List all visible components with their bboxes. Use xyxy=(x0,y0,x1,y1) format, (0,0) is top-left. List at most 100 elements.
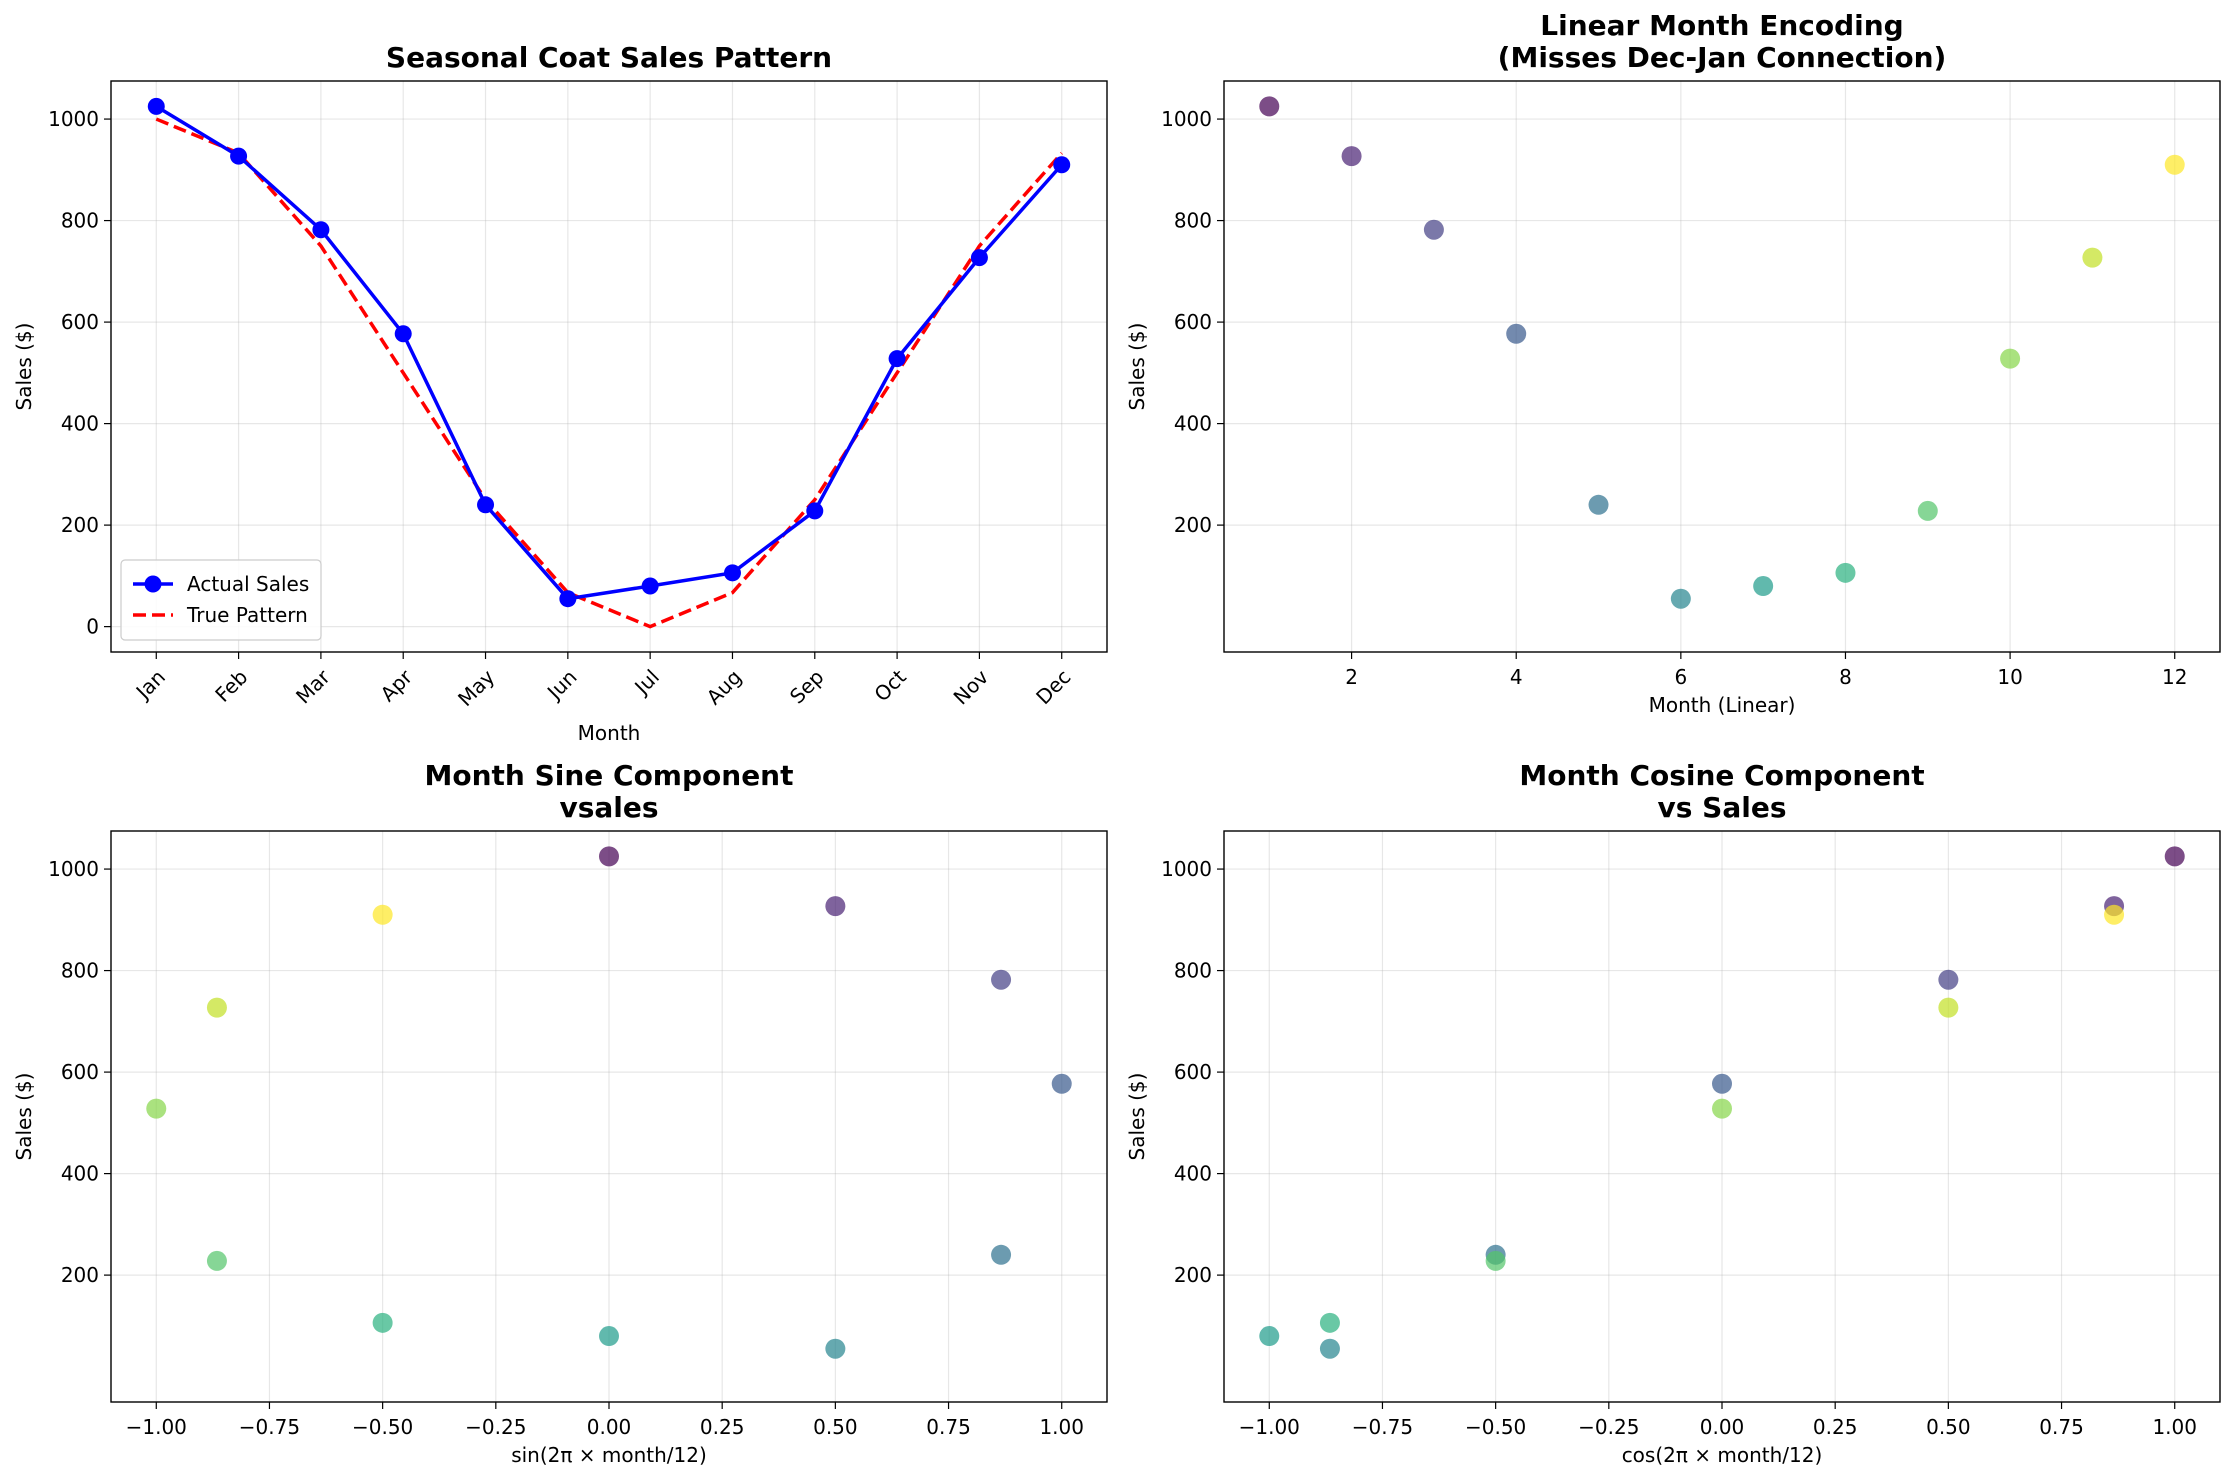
x-tick-label: 4 xyxy=(1510,665,1523,689)
x-axis-label: sin(2π × month/12) xyxy=(511,1443,707,1467)
data-point xyxy=(372,904,393,925)
data-point xyxy=(146,1098,167,1119)
plot-frame xyxy=(1223,80,2221,653)
data-point xyxy=(1506,323,1527,344)
y-tick-label: 800 xyxy=(1174,959,1212,983)
data-point xyxy=(372,1312,393,1333)
x-tick-label: −0.75 xyxy=(1352,1415,1413,1439)
data-marks xyxy=(147,97,1071,629)
data-point xyxy=(991,1244,1012,1265)
chart-title: vsales xyxy=(559,791,658,824)
data-point xyxy=(1053,156,1071,174)
data-point xyxy=(1938,997,1959,1018)
y-axis-label: Sales ($) xyxy=(12,323,36,411)
legend: Actual Sales True Pattern xyxy=(120,559,322,641)
data-point xyxy=(312,221,330,239)
data-point xyxy=(1423,219,1444,240)
data-point xyxy=(599,1326,619,1347)
y-tick-label: 600 xyxy=(61,1060,99,1084)
data-marks xyxy=(146,846,1072,1359)
data-point xyxy=(1319,1338,1340,1359)
data-point xyxy=(723,564,741,582)
legend-label: True Pattern xyxy=(186,603,308,627)
data-marks xyxy=(1259,846,2185,1359)
x-tick-label: 0.00 xyxy=(587,1415,632,1439)
data-point xyxy=(1917,500,1938,521)
data-point xyxy=(599,846,619,867)
y-tick-label: 600 xyxy=(61,310,99,334)
data-point xyxy=(147,97,165,115)
x-axis-label: Month xyxy=(578,721,641,745)
data-point xyxy=(825,896,846,917)
x-tick-label: 0.25 xyxy=(700,1415,745,1439)
x-tick-label: 0.50 xyxy=(813,1415,858,1439)
data-point xyxy=(1938,969,1959,990)
series-line xyxy=(155,117,1064,629)
chart-title: Seasonal Coat Sales Pattern xyxy=(386,41,832,74)
grid xyxy=(1224,81,2220,652)
y-tick-label: 0 xyxy=(86,615,99,639)
series-line xyxy=(155,104,1064,601)
data-point xyxy=(559,590,577,608)
grid xyxy=(111,831,1107,1402)
data-point xyxy=(206,997,227,1018)
x-axis-label: cos(2π × month/12) xyxy=(1622,1443,1823,1467)
y-tick-label: 600 xyxy=(1174,1060,1212,1084)
x-tick-label: −0.75 xyxy=(239,1415,300,1439)
chart-title: vs Sales xyxy=(1658,791,1787,824)
x-tick-label: 0.50 xyxy=(1926,1415,1971,1439)
plot-frame xyxy=(1223,830,2221,1403)
chart-title: Month Cosine Component xyxy=(1519,759,1924,792)
data-point xyxy=(1259,1326,1280,1347)
x-tick-label: −1.00 xyxy=(1239,1415,1300,1439)
x-tick-label: 1.00 xyxy=(1039,1415,1084,1439)
legend-box xyxy=(120,559,322,641)
data-point xyxy=(2164,154,2185,175)
x-tick-label: 0.00 xyxy=(1700,1415,1745,1439)
data-point xyxy=(1670,588,1691,609)
x-tick-label: −0.50 xyxy=(352,1415,413,1439)
chart-panel-3: −1.00 −0.75 −0.50 −0.25 0.00 0.25 0.50 0.75 1.00… xyxy=(12,759,1108,1467)
x-tick-label: −0.25 xyxy=(465,1415,526,1439)
data-point xyxy=(2164,846,2185,867)
data-point xyxy=(477,496,495,514)
x-tick-label: −0.25 xyxy=(1578,1415,1639,1439)
x-tick-label: 8 xyxy=(1839,665,1852,689)
y-tick-label: 200 xyxy=(61,1263,99,1287)
chart-title: (Misses Dec-Jan Connection) xyxy=(1498,41,1947,74)
data-point xyxy=(888,350,906,368)
x-tick-label: −0.50 xyxy=(1465,1415,1526,1439)
data-point xyxy=(394,325,412,343)
data-point xyxy=(2000,348,2021,369)
x-tick-label: 2 xyxy=(1345,665,1358,689)
plot-frame xyxy=(110,80,1108,653)
x-tick-label: 1.00 xyxy=(2152,1415,2197,1439)
data-point xyxy=(1712,1098,1732,1119)
data-point xyxy=(2104,904,2125,925)
data-point xyxy=(991,969,1012,990)
legend-marker xyxy=(144,575,162,593)
x-tick-label: 12 xyxy=(2162,665,2187,689)
x-tick-label: 6 xyxy=(1674,665,1687,689)
axis-ticks: −1.00 −0.75 −0.50 −0.25 0.00 0.25 0.50 0.75 1.00… xyxy=(1161,857,2197,1439)
x-tick-label: 0.25 xyxy=(1813,1415,1858,1439)
y-tick-label: 400 xyxy=(1174,1162,1212,1186)
data-point xyxy=(1753,576,1774,597)
data-point xyxy=(641,577,659,595)
data-point xyxy=(1588,494,1609,515)
data-point xyxy=(1712,1073,1732,1094)
chart-panel-4: −1.00 −0.75 −0.50 −0.25 0.00 0.25 0.50 0.75 1.00… xyxy=(1125,759,2221,1467)
y-tick-label: 200 xyxy=(61,513,99,537)
y-tick-label: 200 xyxy=(1174,513,1212,537)
plot-frame xyxy=(110,830,1108,1403)
chart-title: Month Sine Component xyxy=(424,759,793,792)
data-point xyxy=(1341,146,1362,167)
y-tick-label: 400 xyxy=(61,1162,99,1186)
y-tick-label: 800 xyxy=(61,959,99,983)
y-tick-label: 1000 xyxy=(48,857,99,881)
data-point xyxy=(825,1338,846,1359)
y-tick-label: 800 xyxy=(1174,209,1212,233)
data-point xyxy=(1485,1250,1506,1271)
x-tick-label: 0.75 xyxy=(2039,1415,2084,1439)
